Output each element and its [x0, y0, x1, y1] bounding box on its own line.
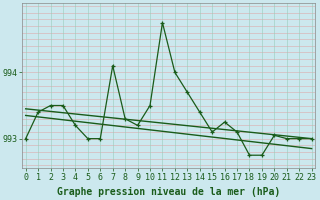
X-axis label: Graphe pression niveau de la mer (hPa): Graphe pression niveau de la mer (hPa)	[57, 187, 280, 197]
